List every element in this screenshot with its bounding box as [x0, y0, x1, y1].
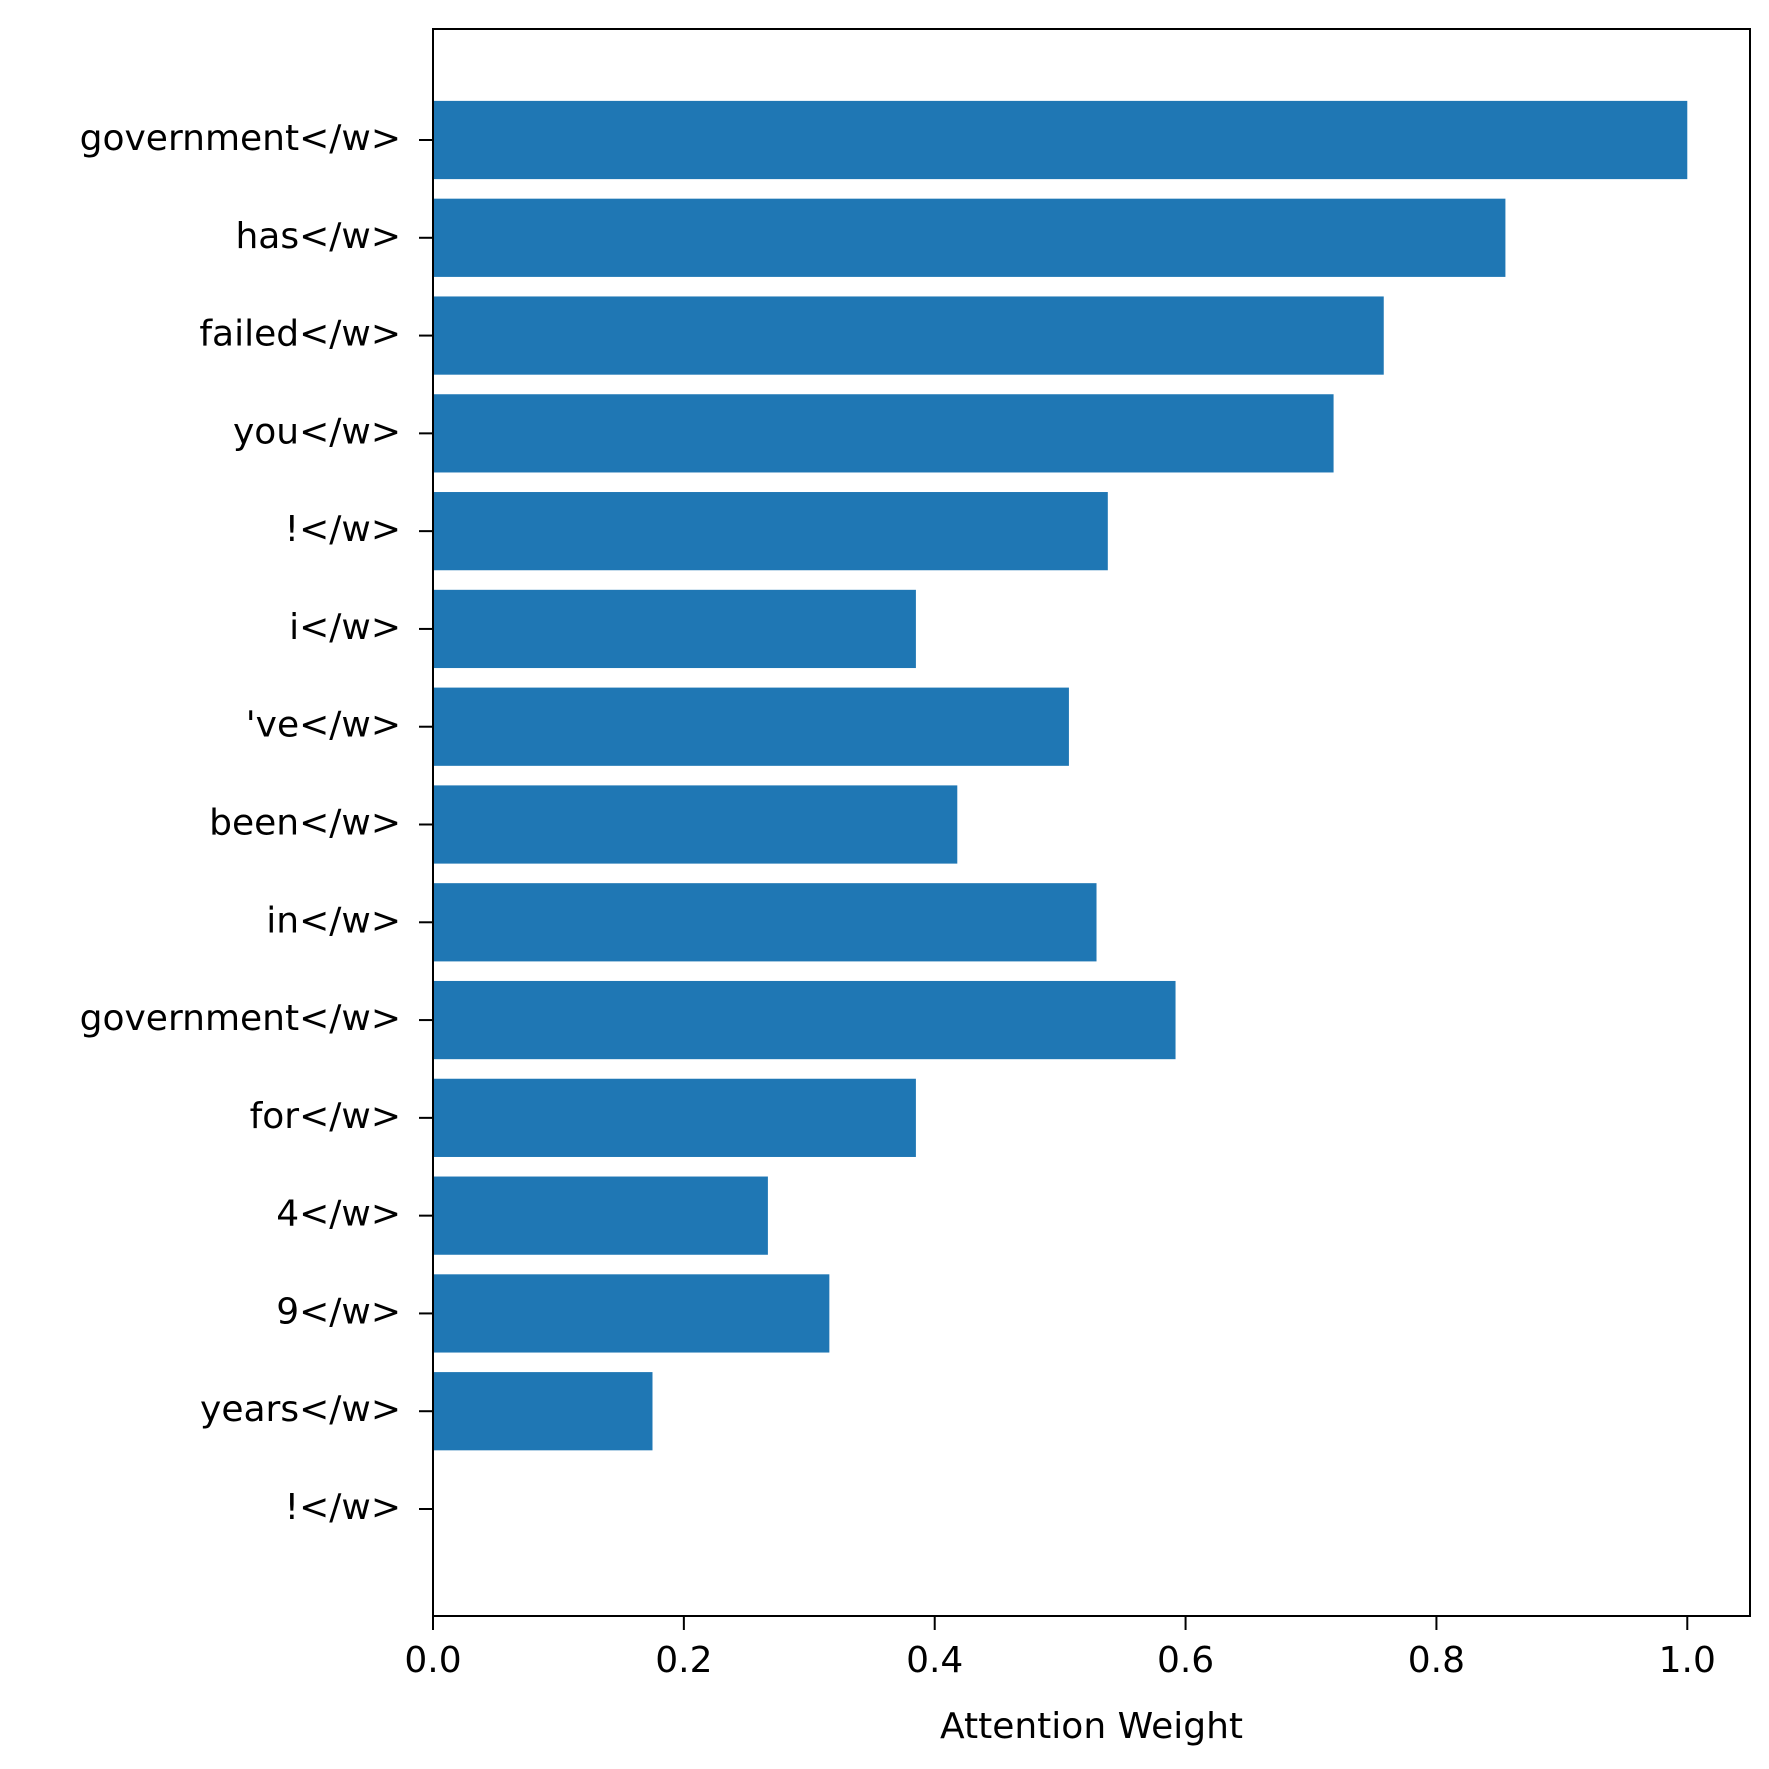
- y-tick-label-10: for</w>: [250, 1096, 401, 1137]
- bar-4: [433, 492, 1108, 571]
- y-tick-label-0: government</w>: [80, 118, 401, 159]
- x-tick-label-1: 0.2: [655, 1640, 712, 1681]
- y-tick-label-2: failed</w>: [199, 314, 401, 355]
- bar-2: [433, 296, 1384, 375]
- y-tick-label-8: in</w>: [266, 900, 401, 941]
- bar-3: [433, 394, 1334, 473]
- x-axis-ticks: 0.0 0.2 0.4 0.6 0.8 1.0: [404, 1616, 1716, 1681]
- x-axis-title: Attention Weight: [940, 1706, 1243, 1747]
- y-tick-label-1: has</w>: [235, 216, 401, 257]
- y-tick-label-11: 4</w>: [276, 1194, 401, 1235]
- y-tick-label-12: 9</w>: [276, 1291, 401, 1332]
- y-tick-label-5: i</w>: [289, 607, 401, 648]
- bar-12: [433, 1274, 830, 1353]
- bar-7: [433, 785, 958, 864]
- x-tick-label-0: 0.0: [404, 1640, 461, 1681]
- y-axis-ticks: government</w> has</w> failed</w> you</w> !<…: [80, 118, 433, 1528]
- x-tick-label-2: 0.4: [906, 1640, 963, 1681]
- bar-8: [433, 883, 1097, 962]
- bars-layer: [433, 100, 1688, 1451]
- y-tick-label-13: years</w>: [200, 1389, 401, 1430]
- plot-frame: [432, 28, 1751, 1617]
- y-tick-label-9: government</w>: [80, 998, 401, 1039]
- bar-9: [433, 980, 1176, 1060]
- bar-10: [433, 1078, 916, 1157]
- y-tick-label-4: !</w>: [285, 509, 401, 550]
- bar-11: [433, 1176, 768, 1255]
- y-tick-label-6: 've</w>: [246, 705, 401, 746]
- bar-0: [433, 100, 1688, 180]
- bar-13: [433, 1372, 653, 1451]
- x-tick-label-3: 0.6: [1157, 1640, 1214, 1681]
- bar-6: [433, 687, 1069, 766]
- y-tick-label-14: !</w>: [285, 1487, 401, 1528]
- y-tick-label-3: you</w>: [233, 411, 401, 452]
- x-tick-label-4: 0.8: [1408, 1640, 1465, 1681]
- x-tick-label-5: 1.0: [1659, 1640, 1716, 1681]
- y-tick-label-7: been</w>: [209, 803, 401, 844]
- bar-1: [433, 198, 1506, 277]
- bar-5: [433, 589, 916, 669]
